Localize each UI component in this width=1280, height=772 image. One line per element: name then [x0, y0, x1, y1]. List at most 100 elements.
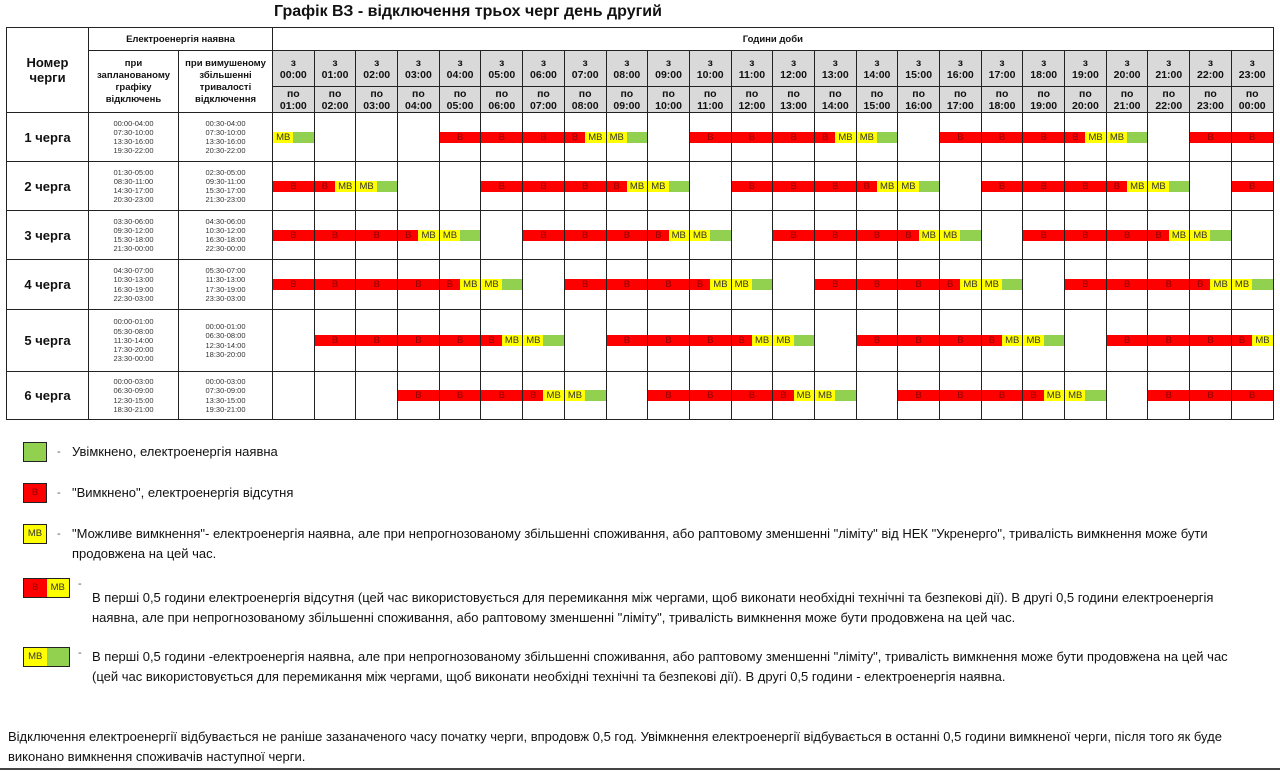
hour-cell: В	[1189, 309, 1232, 372]
queue-row: 5 черга 00:00-01:00 05:30-08:00 11:30-14:00…	[6, 309, 1274, 372]
hour-cell: В	[813, 210, 857, 260]
time-range: 14:30-17:00	[113, 186, 154, 195]
off-cell: В	[857, 279, 897, 290]
hour-from: 04:00	[446, 68, 474, 81]
hour-cell: В МВ	[939, 259, 982, 310]
hour-cell: В	[313, 259, 357, 310]
hour-cell	[939, 161, 982, 211]
maybe-off-half: МВ	[773, 335, 794, 346]
hour-cell: В МВ	[1147, 210, 1191, 260]
hour-cell: МВ	[272, 112, 315, 162]
time-range: 17:30-20:00	[113, 345, 154, 355]
maybe-off-half: МВ	[732, 279, 752, 290]
time-range: 06:30-08:00	[205, 331, 246, 341]
split-cell: В МВ	[690, 279, 731, 290]
hour-cell: В	[688, 371, 732, 420]
header-row-1: Номер черги Електроенергія наявна Години…	[6, 27, 1274, 113]
time-range: 12:30-14:00	[205, 340, 246, 350]
split-cell: МВ	[273, 131, 314, 143]
hour-cell: МВ	[813, 371, 857, 420]
swatch-part: В	[24, 484, 46, 502]
hour-from: 21:00	[1155, 68, 1183, 81]
hour-cell	[272, 371, 315, 420]
hour-cell	[813, 309, 857, 372]
hour-cell	[355, 112, 399, 162]
hour-cell: МВ	[1022, 309, 1066, 372]
time-range: 11:30-13:00	[205, 275, 246, 285]
split-cell: МВ	[982, 279, 1022, 290]
hour-to: 07:00	[530, 99, 557, 112]
hour-cell: В	[480, 161, 524, 211]
hour-to: 02:00	[321, 99, 349, 112]
to-prefix: по	[412, 87, 425, 100]
hour-cell	[355, 371, 399, 420]
off-cell: В	[732, 390, 772, 401]
hour-cell: В	[438, 371, 482, 420]
maybe-off-half: МВ	[273, 131, 294, 143]
maybe-off-half: МВ	[876, 180, 897, 192]
off-cell: В	[1190, 335, 1231, 346]
hour-cell: В	[855, 210, 899, 260]
time-range: 06:30-09:00	[113, 386, 154, 396]
split-cell: В МВ	[1232, 335, 1273, 346]
hour-cell: В	[1230, 161, 1274, 211]
hour-cell: В	[313, 309, 357, 372]
off-cell: В	[356, 279, 397, 290]
to-prefix: по	[953, 87, 967, 100]
hour-from-17:00: з 17:00	[980, 50, 1024, 87]
hour-cell: В	[522, 161, 565, 211]
off-cell: В	[982, 390, 1022, 401]
off-cell: В	[773, 229, 814, 241]
hour-cell: В МВ	[438, 259, 482, 310]
hour-from: 11:00	[738, 68, 766, 81]
hour-to-10:00: по 10:00	[647, 86, 690, 113]
hour-to: 01:00	[279, 99, 307, 112]
off-half: В	[607, 180, 627, 192]
time-range: 05:30-07:00	[205, 266, 246, 276]
split-cell: В МВ	[1148, 229, 1189, 241]
hour-from-07:00: з 07:00	[563, 50, 607, 87]
off-cell: В	[732, 131, 772, 143]
split-cell: В МВ	[982, 335, 1022, 346]
off-cell: В	[815, 229, 856, 241]
hour-cell: В	[939, 309, 982, 372]
hour-from: 12:00	[780, 68, 808, 81]
planned-times: 01:30-05:00 08:30-11:00 14:30-17:00 20:30-2…	[88, 161, 179, 211]
hour-from-03:00: з 03:00	[397, 50, 440, 87]
queue-name: 3 черга	[6, 210, 89, 260]
hour-cell: МВ	[522, 309, 565, 372]
split-cell: МВ	[732, 279, 772, 290]
hour-cell: В МВ	[313, 161, 357, 211]
legend-text: В перші 0,5 години електроенергія відсут…	[92, 590, 1214, 625]
split-cell: В МВ	[315, 180, 355, 192]
hour-from: 15:00	[905, 68, 933, 81]
hour-cell	[397, 112, 440, 162]
off-half: В	[773, 390, 794, 401]
hour-cell: В	[355, 259, 399, 310]
hour-from: 23:00	[1238, 68, 1266, 81]
hour-cell: В	[1105, 259, 1149, 310]
hour-cell: МВ	[772, 309, 815, 372]
on-half	[460, 229, 480, 241]
hour-from-16:00: з 16:00	[939, 50, 982, 87]
hour-cell: МВ	[688, 210, 732, 260]
off-cell: В	[607, 279, 647, 290]
on-half	[710, 229, 731, 241]
hour-cell: В	[397, 259, 440, 310]
off-cell: В	[481, 390, 522, 401]
on-half	[668, 180, 689, 192]
to-prefix: по	[1120, 87, 1134, 100]
hour-cell: В	[438, 309, 482, 372]
hour-from-21:00: з 21:00	[1147, 50, 1191, 87]
time-range: 00:00-04:00	[113, 118, 154, 128]
from-prefix: з	[790, 56, 797, 69]
hour-from: 16:00	[946, 68, 974, 81]
time-range: 07:30-10:00	[113, 127, 154, 137]
on-half	[876, 131, 897, 143]
off-cell: В	[273, 180, 314, 192]
time-range: 16:30-18:00	[205, 235, 246, 244]
forced-times: 00:00-03:00 07:30-09:00 13:30-15:00 19:30-2…	[177, 371, 274, 420]
hour-from: 06:00	[530, 68, 557, 81]
hour-to-01:00: по 01:00	[272, 86, 315, 113]
hour-to-08:00: по 08:00	[563, 86, 607, 113]
